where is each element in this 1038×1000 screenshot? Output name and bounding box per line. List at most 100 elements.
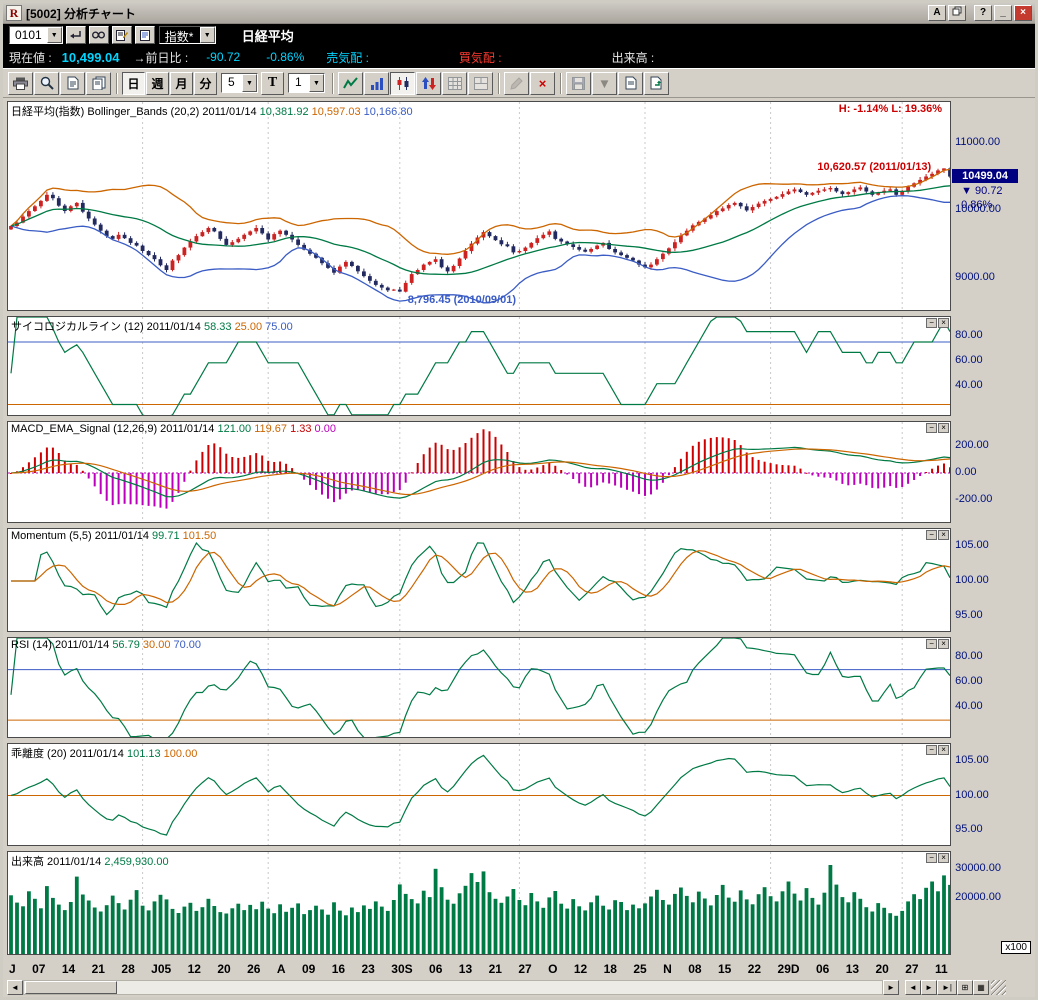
- zoom-button[interactable]: [34, 71, 59, 95]
- scroll-left-button[interactable]: ◄: [7, 980, 23, 995]
- grid-layout-button[interactable]: ⊞: [957, 980, 973, 995]
- panel-minimize-button[interactable]: −: [926, 639, 938, 649]
- axis-tick-label: 95.00: [955, 608, 983, 621]
- grid-table-button[interactable]: [442, 71, 467, 95]
- scroll-right-button[interactable]: ►: [883, 980, 899, 995]
- pencil-icon: [510, 76, 523, 90]
- panel-plot-kairi[interactable]: 乖離度 (20) 2011/01/14 101.13 100.00 − ×: [7, 743, 952, 846]
- axis-tick-label: 20000.00: [955, 891, 1001, 904]
- panel-close-button[interactable]: ×: [938, 318, 950, 328]
- scrollbar-thumb[interactable]: [25, 981, 117, 994]
- chart-panel-momentum: Momentum (5,5) 2011/01/14 99.71 101.50 − ×…: [7, 528, 1035, 632]
- panel-header-text: 10,597.03: [311, 106, 364, 118]
- period-minute-button[interactable]: 分: [194, 71, 217, 95]
- period-weekly-button[interactable]: 週: [146, 71, 169, 95]
- close-button[interactable]: ×: [1014, 5, 1032, 21]
- panel-header-text: Momentum (5,5) 2011/01/14: [11, 530, 153, 542]
- bottom-bar: ◄ ► ◄ ► ►| ⊞ ▦: [3, 979, 1035, 996]
- template-button[interactable]: [618, 71, 643, 95]
- help-button[interactable]: ?: [974, 5, 992, 21]
- panel-header-macd: MACD_EMA_Signal (12,26,9) 2011/01/14 121…: [11, 423, 336, 435]
- chevron-down-icon[interactable]: ▼: [46, 27, 62, 43]
- x-axis-label: J05: [151, 962, 172, 976]
- title-bar[interactable]: R [5002] 分析チャート A ? _ ×: [3, 3, 1035, 24]
- panel-header-volume: 出来高 2011/01/14 2,459,930.00: [11, 853, 169, 869]
- panel-header-text: 2,459,930.00: [104, 856, 169, 868]
- panel-close-button[interactable]: ×: [938, 423, 950, 433]
- panel-minimize-button[interactable]: −: [926, 853, 938, 863]
- draw-trendline-button[interactable]: [504, 71, 529, 95]
- x-axis-label: 18: [603, 962, 617, 976]
- memo-button[interactable]: [134, 26, 155, 44]
- panel-minimize-button[interactable]: −: [926, 423, 938, 433]
- enter-code-button[interactable]: [65, 26, 86, 44]
- ask-label: 売気配 :: [326, 50, 369, 65]
- step-forward-button[interactable]: ►: [921, 980, 937, 995]
- panel-axis-main: 11000.00 10000.00 9000.00 10499.04 ▼ 90.72 0.…: [951, 101, 1035, 311]
- code-combo[interactable]: 0101 ▼: [9, 26, 63, 44]
- resize-grip[interactable]: [991, 980, 1006, 995]
- panel-close-button[interactable]: ×: [938, 639, 950, 649]
- chevron-down-icon[interactable]: ▼: [309, 74, 324, 92]
- axis-tick-label: 100.00: [955, 788, 989, 801]
- panel-header-text: 25.00: [234, 321, 266, 333]
- font-size-button[interactable]: A: [928, 5, 946, 21]
- page-copy-icon: [92, 76, 105, 90]
- updown-arrows-button[interactable]: [416, 71, 441, 95]
- period-daily-button[interactable]: 日: [122, 71, 145, 95]
- panel-header-text: 30.00: [142, 639, 174, 651]
- new-chart-button[interactable]: [86, 71, 111, 95]
- high-low-readout: H: -1.14% L: 19.36%: [838, 103, 943, 115]
- jump-to-latest-button[interactable]: ►|: [937, 980, 957, 995]
- panel-minimize-button[interactable]: −: [926, 745, 938, 755]
- multi-panel-button[interactable]: ▦: [973, 980, 989, 995]
- panel-plot-rsi[interactable]: RSI (14) 2011/01/14 56.79 30.00 70.00 − ×: [7, 637, 952, 738]
- axis-tick-label: 105.00: [955, 539, 989, 552]
- minute-interval-select[interactable]: 5 ▼: [221, 73, 258, 93]
- panel-minimize-button[interactable]: −: [926, 530, 938, 540]
- panel-header-text: 101.13: [126, 748, 164, 760]
- tick-interval-select[interactable]: 1 ▼: [288, 73, 325, 93]
- chevron-down-icon[interactable]: ▼: [199, 27, 215, 43]
- up-down-arrows-icon: [421, 76, 436, 90]
- grid-icon: [447, 76, 462, 90]
- export-button[interactable]: [644, 71, 669, 95]
- panel-close-button[interactable]: ×: [938, 745, 950, 755]
- step-back-button[interactable]: ◄: [905, 980, 921, 995]
- panel-plot-main[interactable]: 日経平均(指数) Bollinger_Bands (20,2) 2011/01/…: [7, 101, 952, 311]
- panel-minimize-button[interactable]: −: [926, 318, 938, 328]
- price-label: 現在値 :: [9, 50, 52, 65]
- print-button[interactable]: [8, 71, 33, 95]
- save-options-button[interactable]: ▼: [592, 71, 617, 95]
- axis-tick-label: 0.00: [955, 466, 977, 478]
- copy-chart-button[interactable]: [60, 71, 85, 95]
- bar-chart-button[interactable]: [364, 71, 389, 95]
- save-button[interactable]: [566, 71, 591, 95]
- panel-plot-macd[interactable]: MACD_EMA_Signal (12,26,9) 2011/01/14 121…: [7, 421, 952, 523]
- copy-window-button[interactable]: [948, 5, 966, 21]
- minimize-button[interactable]: _: [994, 5, 1012, 21]
- symbol-search-button[interactable]: [88, 26, 109, 44]
- axis-tick-label: 10000.00: [955, 203, 1001, 216]
- panel-plot-psych[interactable]: サイコロジカルライン (12) 2011/01/14 58.33 25.00 7…: [7, 316, 952, 416]
- x-axis-labels: J 07 14 21 28 J05 12 20 26 A 09 16 23 30S 06 13 21 27 O 12 1…: [3, 960, 952, 979]
- candlestick-button[interactable]: [390, 71, 415, 95]
- period-monthly-button[interactable]: 月: [170, 71, 193, 95]
- scrollbar-track[interactable]: [23, 980, 883, 995]
- panel-header-text: サイコロジカルライン (12) 2011/01/14: [11, 321, 204, 333]
- panel-close-button[interactable]: ×: [938, 530, 950, 540]
- tick-button[interactable]: T: [261, 71, 284, 95]
- delete-drawing-button[interactable]: ×: [530, 71, 555, 95]
- axis-tick-label: 40.00: [955, 700, 983, 713]
- panel-header-text: 58.33: [203, 321, 235, 333]
- chevron-down-icon[interactable]: ▼: [242, 74, 257, 92]
- line-chart-button[interactable]: [338, 71, 363, 95]
- x-axis-label: 11: [935, 962, 948, 976]
- panel-plot-momentum[interactable]: Momentum (5,5) 2011/01/14 99.71 101.50 − ×: [7, 528, 952, 632]
- panel-close-button[interactable]: ×: [938, 853, 950, 863]
- panel-plot-volume[interactable]: 出来高 2011/01/14 2,459,930.00 − ×: [7, 851, 952, 955]
- index-type-combo[interactable]: 指数* ▼: [158, 26, 216, 44]
- edit-list-button[interactable]: [111, 26, 132, 44]
- panel-layout-button[interactable]: [468, 71, 493, 95]
